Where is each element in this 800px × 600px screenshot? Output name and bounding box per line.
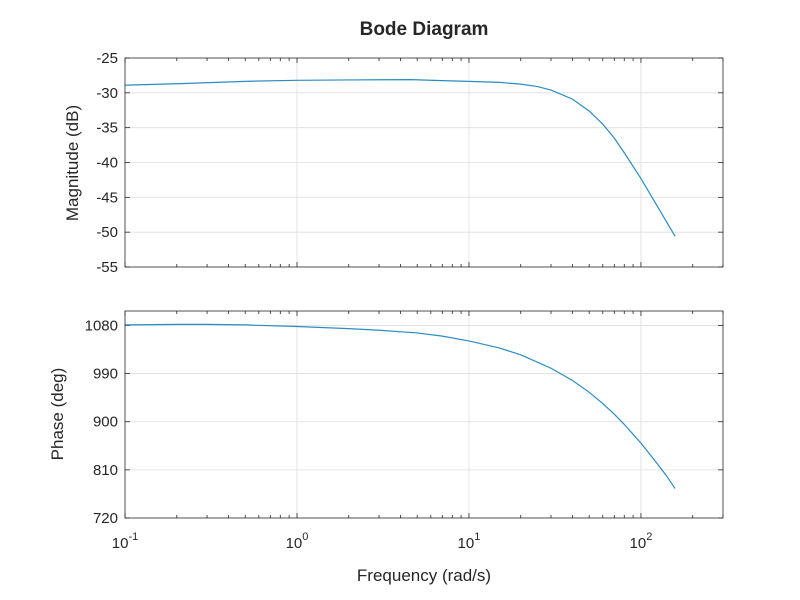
y-tick-label: 810 bbox=[93, 462, 118, 479]
y-tick-label: -45 bbox=[96, 189, 118, 206]
magnitude-axis-label: Magnitude (dB) bbox=[63, 105, 82, 221]
x-tick-label: 101 bbox=[458, 531, 481, 552]
x-axis-label: Frequency (rad/s) bbox=[357, 566, 491, 585]
x-tick-label: 100 bbox=[286, 531, 309, 552]
phase-axis-label: Phase (deg) bbox=[48, 368, 67, 461]
y-tick-label: -50 bbox=[96, 224, 118, 241]
y-tick-label: -30 bbox=[96, 85, 118, 102]
y-tick-label: 990 bbox=[93, 366, 118, 383]
magnitude-plot: -25 -30 -35 -40 -45 -50 -55 bbox=[96, 50, 724, 276]
chart-title: Bode Diagram bbox=[360, 19, 489, 40]
y-tick-label: -40 bbox=[96, 155, 118, 172]
axes-box bbox=[124, 310, 724, 519]
phase-curve bbox=[124, 323, 676, 489]
y-tick-label: -25 bbox=[96, 50, 118, 67]
y-tick-label: 720 bbox=[93, 510, 118, 527]
axes-box bbox=[124, 57, 724, 268]
y-tick-label: -55 bbox=[96, 259, 118, 276]
x-tick-label: 10-1 bbox=[112, 531, 138, 552]
y-tick-label: 1080 bbox=[85, 317, 118, 334]
y-tick-label: 900 bbox=[93, 414, 118, 431]
phase-plot: 1080 990 900 810 720 bbox=[85, 310, 724, 527]
magnitude-curve bbox=[124, 78, 676, 237]
x-tick-label: 102 bbox=[630, 531, 653, 552]
y-tick-label: -35 bbox=[96, 120, 118, 137]
